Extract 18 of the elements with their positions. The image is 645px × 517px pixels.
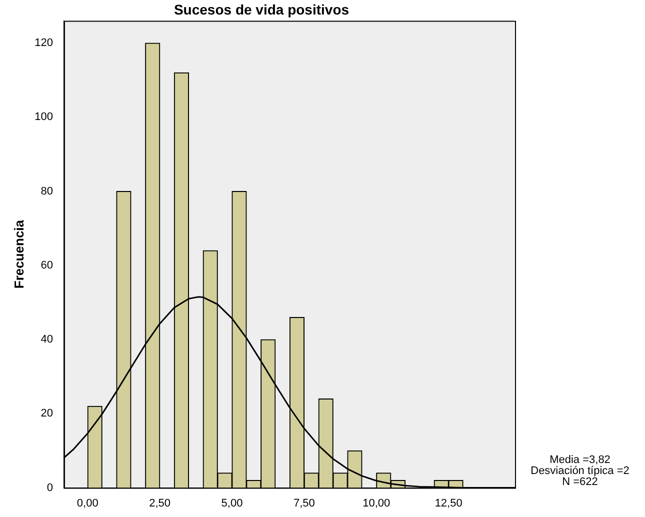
x-tick-label: 10,00 <box>362 497 390 510</box>
y-tick-label: 80 <box>40 185 53 198</box>
x-tick-label: 0,00 <box>76 497 98 510</box>
y-axis-title: Frecuencia <box>11 219 26 289</box>
text: Desviación típica =2 <box>530 465 630 478</box>
x-tick-label: 5,00 <box>221 497 243 510</box>
x-tick-label: 7,50 <box>293 497 315 510</box>
y-tick-label: 20 <box>40 408 53 420</box>
x-tick-label: 12,50 <box>434 497 462 510</box>
chart-title: Sucesos de vida positivos <box>174 1 350 18</box>
y-tick-label: 100 <box>34 111 53 124</box>
text: Media =3,82 <box>550 454 610 466</box>
y-tick-label: 40 <box>40 334 53 346</box>
x-tick-label: 2,50 <box>149 497 171 510</box>
text: N =622 <box>562 476 598 488</box>
y-tick-label: 120 <box>34 37 53 50</box>
y-tick-label: 60 <box>40 259 53 272</box>
y-tick-label: 0 <box>46 482 53 494</box>
